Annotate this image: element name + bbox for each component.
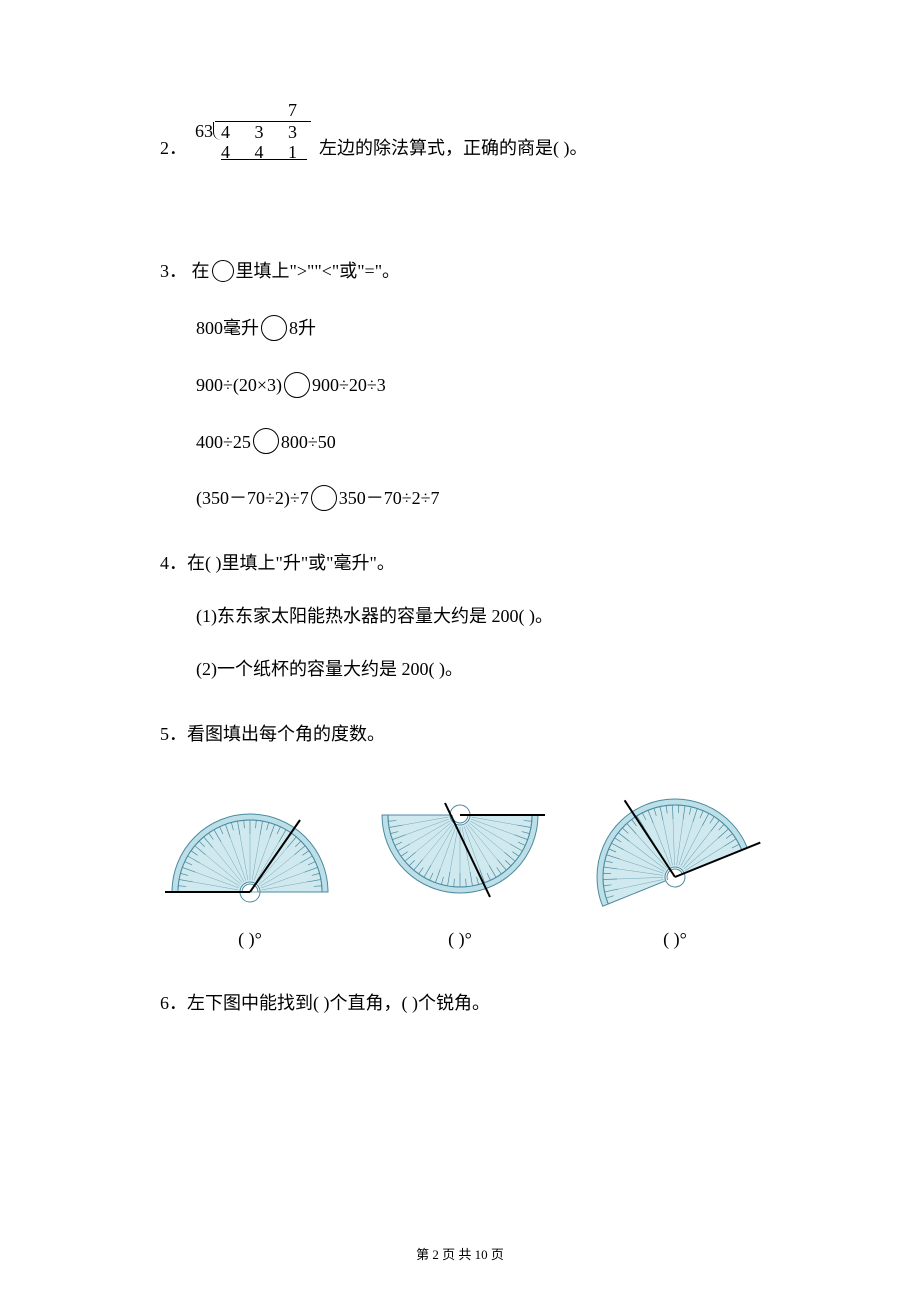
- longdiv-subtrahend: 4 4 1: [195, 142, 311, 163]
- circle-icon: [284, 372, 310, 398]
- q3-l4-right: 350－70÷2÷7: [339, 488, 440, 508]
- q4-item-2: (2)一个纸杯的容量大约是 200( )。: [196, 655, 760, 684]
- q5-number: 5．: [160, 724, 187, 744]
- protractor-icon: [580, 777, 780, 907]
- question-3: 3． 在里填上">""<"或"="。 800毫升8升 900÷(20×3)900…: [160, 257, 760, 513]
- q3-line-3: 400÷25 800÷50: [196, 428, 760, 457]
- longdiv-quotient: 7: [195, 100, 311, 121]
- q3-l1-right-num: 8: [289, 318, 298, 338]
- protractor-figure-1: ( )°: [160, 797, 340, 954]
- question-2: 2． 7 63 4 3 3 4 4 1 左边的除法算式，正确的商是( )。: [160, 100, 760, 161]
- protractor-figure-2: ( )°: [370, 797, 550, 954]
- q3-l2-right: 900÷20÷3: [312, 375, 386, 395]
- q2-text: 左边的除法算式，正确的商是( )。: [319, 136, 588, 161]
- page: 2． 7 63 4 3 3 4 4 1 左边的除法算式，正确的商是( )。 3．…: [0, 0, 920, 1302]
- q4-prompt: 在( )里填上"升"或"毫升"。: [187, 553, 395, 573]
- protractor-figure-3: ( )°: [580, 777, 770, 954]
- q5-figures-row: ( )° ( )°: [160, 777, 760, 954]
- q3-line-1: 800毫升 8升: [196, 314, 760, 343]
- q3-line-4: (350－70÷2)÷7 350－70÷2÷7: [196, 484, 760, 513]
- question-6: 6．左下图中能找到( )个直角，( )个锐角。: [160, 989, 760, 1018]
- q6-text: 左下图中能找到( )个直角，( )个锐角。: [187, 993, 490, 1013]
- q3-prompt-pre: 在: [192, 261, 210, 281]
- q3-prompt-post: 里填上">""<"或"="。: [236, 261, 401, 281]
- q3-line-2: 900÷(20×3) 900÷20÷3: [196, 371, 760, 400]
- q3-l3-left: 400÷25: [196, 432, 251, 452]
- q5-answer-blank-3: ( )°: [580, 925, 770, 954]
- q6-number: 6．: [160, 993, 187, 1013]
- q3-l1-left-unit: 毫升: [223, 318, 259, 338]
- q4-number: 4．: [160, 553, 187, 573]
- protractor-icon: [160, 797, 340, 907]
- long-division: 7 63 4 3 3 4 4 1: [195, 100, 311, 163]
- circle-icon: [253, 428, 279, 454]
- longdiv-dividend: 4 3 3: [215, 121, 311, 143]
- longdiv-divisor: 63: [195, 121, 215, 142]
- circle-icon: [261, 315, 287, 341]
- circle-icon: [311, 485, 337, 511]
- page-footer: 第 2 页 共 10 页: [0, 1245, 920, 1266]
- q3-l1-left-num: 800: [196, 318, 223, 338]
- q3-l1-right-unit: 升: [298, 318, 316, 338]
- question-5: 5．看图填出每个角的度数。: [160, 720, 760, 954]
- question-4: 4．在( )里填上"升"或"毫升"。 (1)东东家太阳能热水器的容量大约是 20…: [160, 549, 760, 683]
- q4-item-1: (1)东东家太阳能热水器的容量大约是 200( )。: [196, 602, 760, 631]
- q3-l3-right: 800÷50: [281, 432, 336, 452]
- protractor-icon: [370, 797, 550, 907]
- q3-number: 3．: [160, 261, 187, 281]
- q5-answer-blank-1: ( )°: [160, 925, 340, 954]
- q3-l4-left: (350－70÷2)÷7: [196, 488, 309, 508]
- q3-l2-left: 900÷(20×3): [196, 375, 282, 395]
- q5-answer-blank-2: ( )°: [370, 925, 550, 954]
- q2-number: 2．: [160, 136, 187, 161]
- q5-prompt: 看图填出每个角的度数。: [187, 724, 385, 744]
- circle-icon: [212, 260, 234, 282]
